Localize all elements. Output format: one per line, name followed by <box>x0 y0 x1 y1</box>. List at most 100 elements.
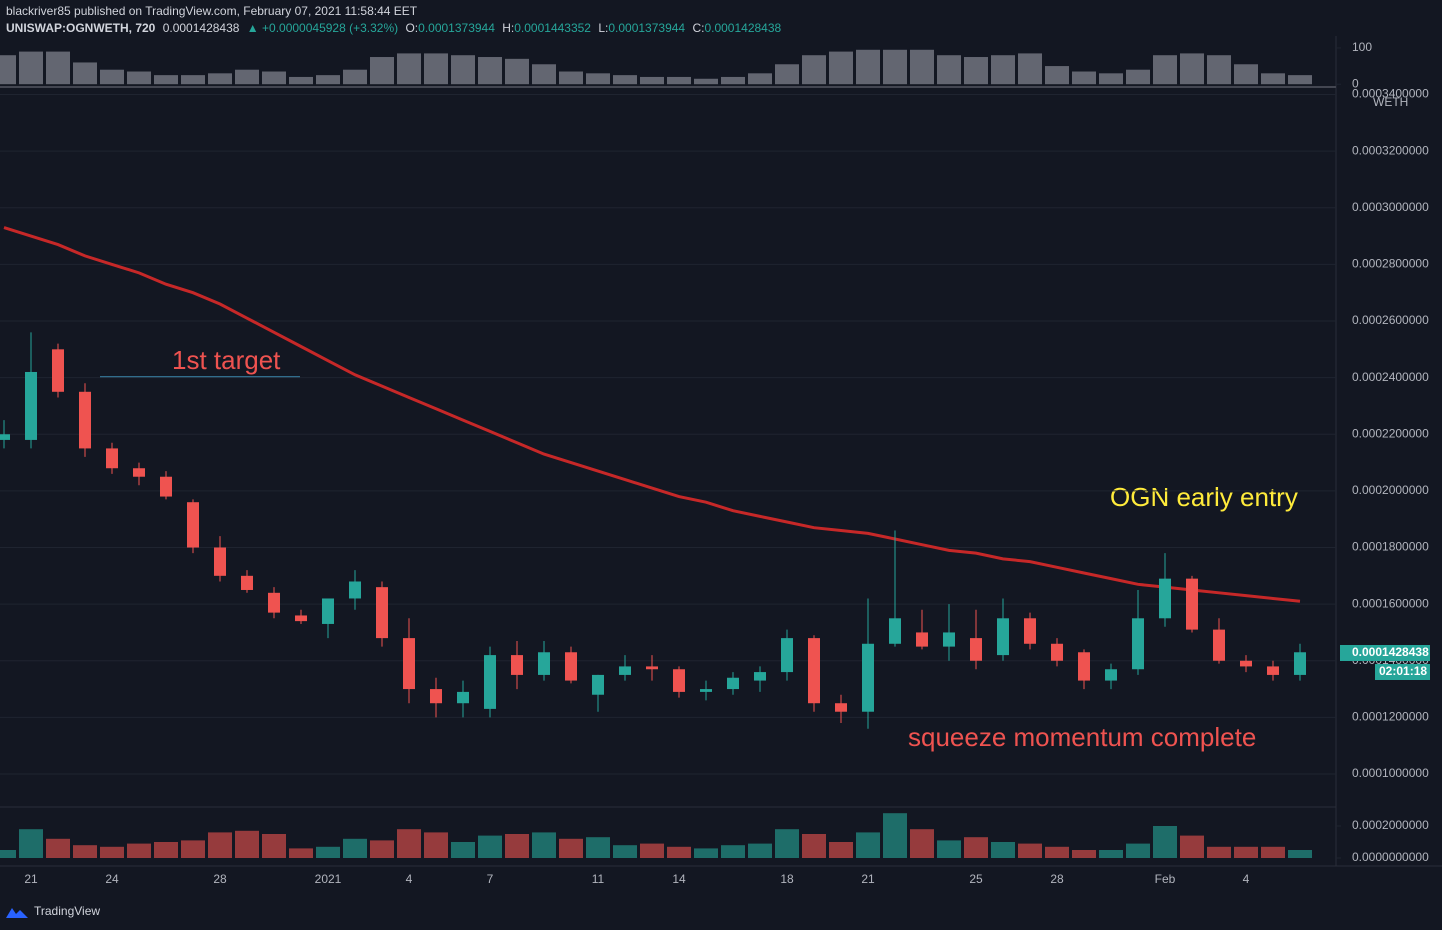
change: ▲ +0.0000045928 (+3.32%) <box>247 21 398 35</box>
bar <box>154 842 178 858</box>
price-tag: 0.0001428438 02:01:18 <box>1340 645 1430 680</box>
bar <box>532 64 556 85</box>
last: 0.0001428438 <box>163 21 240 35</box>
candle-body <box>511 655 523 675</box>
y-tick-label: 0.0003000000 <box>1352 200 1429 214</box>
bar <box>100 69 124 85</box>
y-tick-label: 0.0002200000 <box>1352 426 1429 440</box>
candle-body <box>25 371 37 440</box>
bar <box>451 842 475 858</box>
o-label: O: <box>405 21 418 35</box>
bar <box>154 75 178 85</box>
bar <box>694 848 718 858</box>
x-tick-label: 21 <box>861 872 875 886</box>
candle-body <box>619 666 631 675</box>
bar <box>316 75 340 85</box>
y-tick-label: 0.0001600000 <box>1352 596 1429 610</box>
bar <box>775 64 799 85</box>
bar <box>208 73 232 85</box>
candle-body <box>52 349 64 392</box>
symbol: UNISWAP:OGNWETH, 720 <box>6 21 156 35</box>
price-tag-bg <box>1340 645 1430 661</box>
bar <box>883 813 907 858</box>
y-tick-label: 0.0003400000 <box>1352 87 1429 101</box>
bar <box>181 75 205 85</box>
countdown-bg <box>1375 664 1430 680</box>
bar <box>883 49 907 85</box>
bar <box>505 834 529 858</box>
candle-body <box>808 638 820 704</box>
bar <box>856 49 880 85</box>
candle-body <box>0 434 10 440</box>
bar <box>208 832 232 858</box>
candle-body <box>997 618 1009 656</box>
candle-body <box>1159 578 1171 619</box>
x-tick-label: 7 <box>487 872 494 886</box>
bar <box>316 846 340 858</box>
bar <box>397 53 421 85</box>
candle-body <box>646 666 658 670</box>
candle-body <box>403 638 415 690</box>
annotation: squeeze momentum complete <box>908 722 1256 752</box>
countdown: 02:01:18 <box>1379 664 1427 678</box>
bar <box>964 57 988 85</box>
bar <box>694 78 718 85</box>
bar <box>19 829 43 858</box>
y-tick-label: 0.0002000000 <box>1352 483 1429 497</box>
bar <box>424 832 448 858</box>
y-tick-label: 0.0000000000 <box>1352 850 1429 864</box>
bar <box>289 76 313 85</box>
candle-body <box>241 575 253 590</box>
bar <box>262 71 286 85</box>
currency: WETH <box>1373 95 1408 109</box>
byline: blackriver85 published on TradingView.co… <box>6 4 418 18</box>
bar <box>1180 835 1204 858</box>
bar <box>100 846 124 858</box>
bar <box>1153 55 1177 85</box>
candle-body <box>349 581 361 599</box>
candle-body <box>862 643 874 712</box>
bar <box>1099 850 1123 858</box>
bar <box>370 840 394 858</box>
bar <box>46 51 70 85</box>
low: 0.0001373944 <box>608 21 685 35</box>
bar <box>1018 53 1042 85</box>
candle-body <box>322 598 334 624</box>
logo <box>6 908 28 918</box>
x-tick-label: Feb <box>1155 872 1176 886</box>
bar <box>0 850 16 858</box>
candle-body <box>160 476 172 497</box>
bar <box>559 838 583 858</box>
bar <box>1288 850 1312 858</box>
bar <box>559 71 583 85</box>
candle-body <box>295 615 307 622</box>
x-tick-label: 18 <box>780 872 794 886</box>
price-tag-text: 0.0001428438 <box>1352 645 1429 659</box>
bar <box>73 845 97 858</box>
bar <box>910 49 934 85</box>
bar <box>343 69 367 85</box>
candle-body <box>376 587 388 639</box>
bar <box>748 73 772 85</box>
bar <box>1234 846 1258 858</box>
high: 0.0001443352 <box>514 21 591 35</box>
y-tick-label: 0.0001000000 <box>1352 766 1429 780</box>
bar <box>640 76 664 85</box>
y-tick-label: 0.0003200000 <box>1352 143 1429 157</box>
candle-body <box>457 691 469 704</box>
bar <box>0 55 16 85</box>
candle-body <box>268 592 280 613</box>
bar <box>937 55 961 85</box>
bar <box>1099 73 1123 85</box>
annotation: OGN early entry <box>1110 482 1298 512</box>
candle-body <box>538 652 550 675</box>
bar <box>640 843 664 858</box>
bar <box>937 840 961 858</box>
y-tick-label: 0.0001200000 <box>1352 710 1429 724</box>
l-label: L: <box>598 21 608 35</box>
candle-body <box>430 689 442 704</box>
y-tick-label: 0.0001800000 <box>1352 540 1429 554</box>
bar <box>1126 69 1150 85</box>
